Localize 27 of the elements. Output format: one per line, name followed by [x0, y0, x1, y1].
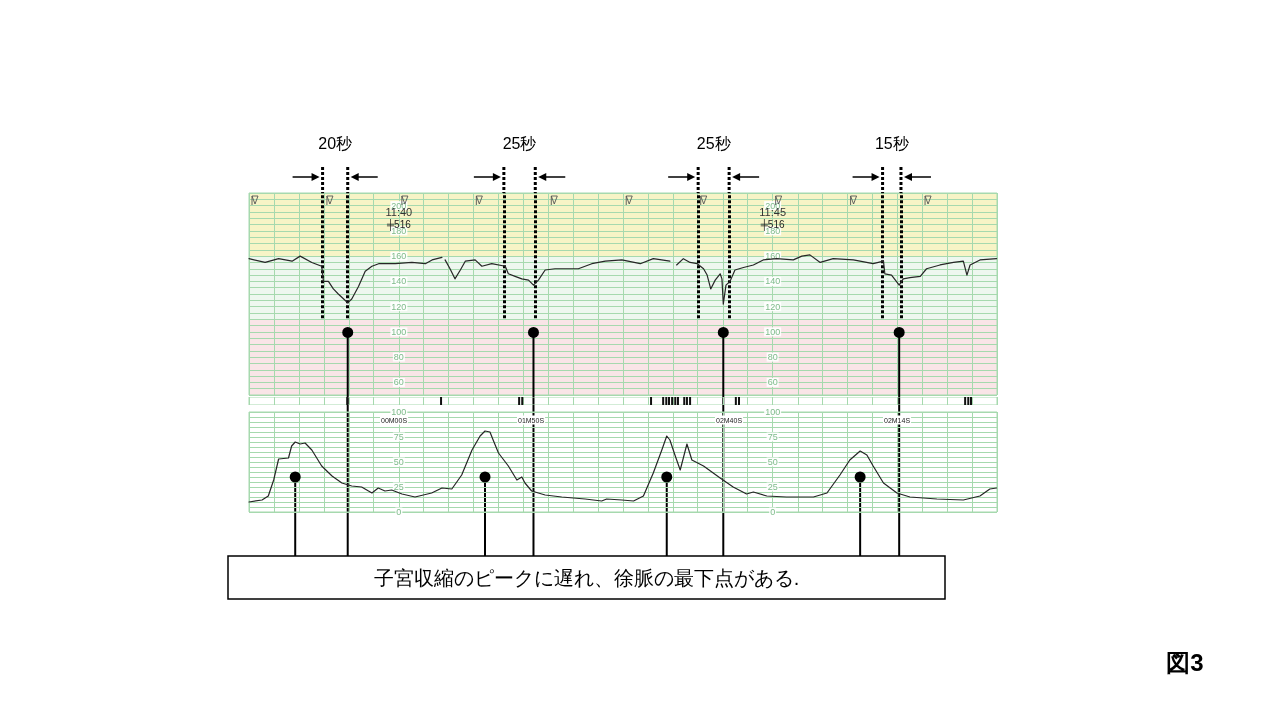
y2-tick-label: 60: [767, 377, 778, 388]
y-tick-label: 60: [393, 377, 404, 388]
ref-line-label: 15秒: [874, 134, 909, 152]
y-tick-label: 50: [393, 457, 404, 467]
y-tick-label: 80: [393, 352, 404, 363]
y-tick-label: 100: [391, 326, 407, 337]
text: 子宮収縮のピークに遅れ、徐脈の最下点がある.: [373, 566, 800, 589]
y-tick-label: 75: [393, 432, 404, 442]
ref-line-label: 25秒: [502, 134, 537, 152]
y2-tick-label: 50: [767, 457, 778, 467]
y-tick-label: 120: [391, 301, 407, 312]
ref-line-label: 25秒: [696, 134, 731, 152]
y2-tick-label: 75: [767, 432, 778, 442]
y2-tick-label: 100: [765, 407, 781, 417]
ref-line-label: 20秒: [318, 134, 353, 152]
y-tick-label: 100: [391, 407, 407, 417]
y2-tick-label: 25: [767, 482, 778, 492]
y2-tick-label: 80: [767, 352, 778, 363]
y-tick-label: 25: [393, 482, 404, 492]
y2-tick-label: 140: [765, 276, 781, 287]
y-tick-label: 140: [391, 276, 407, 287]
caption: 図3: [1166, 649, 1204, 676]
y2-tick-label: 120: [765, 301, 781, 312]
y-tick-label: 0: [396, 507, 402, 517]
y2-tick-label: 0: [770, 507, 776, 517]
y-tick-label: 160: [391, 251, 407, 262]
y2-tick-label: 100: [765, 326, 781, 337]
